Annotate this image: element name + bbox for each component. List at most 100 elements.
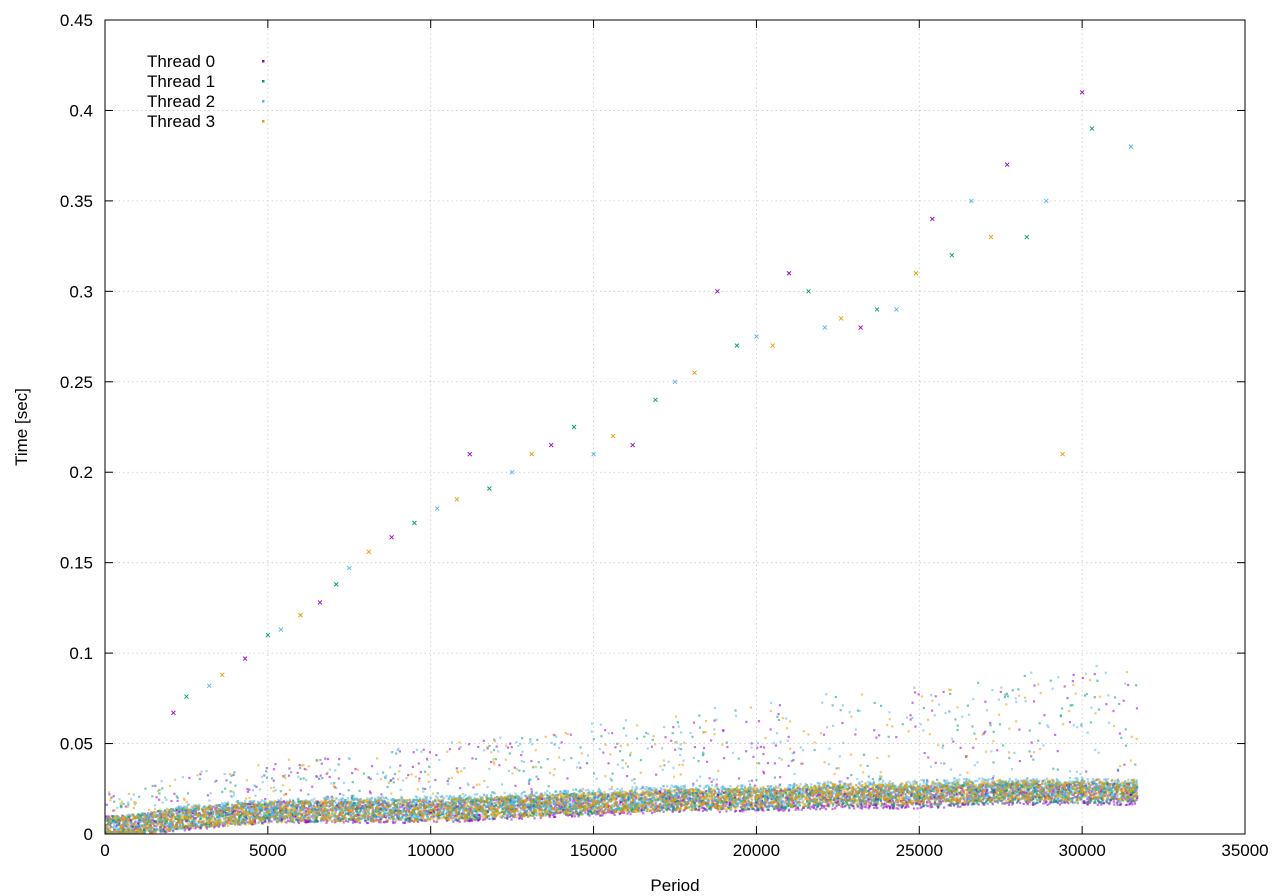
- data-point: [473, 804, 476, 807]
- data-point: [488, 744, 491, 748]
- data-point: [246, 821, 249, 824]
- data-point: [898, 788, 901, 791]
- data-point: [929, 806, 932, 809]
- data-point: [762, 809, 765, 812]
- data-point: [1124, 788, 1127, 791]
- data-point: [750, 802, 753, 805]
- data-point: [210, 811, 214, 814]
- data-point: [454, 819, 457, 822]
- data-point: [172, 809, 175, 812]
- data-point: [187, 819, 191, 823]
- data-point: [724, 801, 727, 804]
- data-point: [1100, 803, 1103, 806]
- data-point: [650, 745, 654, 748]
- data-point: [1118, 732, 1122, 735]
- data-point: [462, 803, 465, 807]
- data-point: [752, 755, 755, 758]
- data-point: [836, 800, 840, 803]
- data-point: [933, 794, 936, 797]
- data-point: [430, 815, 433, 818]
- data-point: [183, 826, 186, 829]
- data-point: [286, 819, 289, 822]
- data-point: [298, 806, 302, 809]
- data-point: [769, 728, 772, 731]
- data-point: [115, 825, 118, 828]
- data-point: [213, 825, 217, 828]
- data-point: [306, 820, 309, 823]
- data-point: [956, 724, 959, 727]
- data-point: [176, 814, 179, 818]
- data-point: [474, 798, 478, 801]
- data-point: [790, 759, 793, 763]
- data-point: [325, 821, 328, 824]
- data-point: [529, 778, 532, 781]
- data-point: [514, 813, 517, 816]
- data-point: [666, 808, 669, 811]
- data-point: [840, 805, 843, 808]
- data-point: [966, 704, 970, 707]
- data-point: [966, 798, 969, 802]
- data-point: [873, 701, 876, 705]
- data-point: [1105, 801, 1108, 804]
- data-point: [875, 736, 878, 739]
- data-point: [456, 818, 459, 821]
- data-point: [596, 795, 599, 799]
- data-point: [419, 817, 422, 820]
- data-point: [1035, 792, 1038, 795]
- data-point: [234, 784, 237, 787]
- data-point: [1072, 673, 1075, 676]
- data-point: [586, 807, 589, 810]
- data-point: [767, 805, 771, 809]
- data-point: [540, 792, 543, 795]
- data-point: [641, 806, 644, 810]
- data-point: [369, 806, 372, 809]
- data-point: [982, 732, 985, 735]
- data-point: [1118, 702, 1121, 706]
- data-point: [629, 792, 632, 796]
- data-point: [448, 748, 451, 751]
- data-point: [812, 800, 815, 803]
- data-point: [1057, 788, 1060, 792]
- data-point: [144, 817, 148, 820]
- data-point: [854, 733, 857, 736]
- data-point: [974, 788, 977, 792]
- data-point: [614, 746, 617, 749]
- data-point: [1003, 802, 1007, 805]
- data-point: [792, 802, 796, 805]
- data-point: [581, 813, 584, 816]
- data-point: [671, 809, 674, 812]
- data-point: [422, 809, 425, 813]
- data-point: [669, 796, 672, 799]
- data-point: [253, 820, 257, 823]
- data-point: [1071, 680, 1075, 683]
- data-point: [136, 823, 139, 827]
- data-point: [189, 826, 192, 830]
- data-point: [838, 780, 841, 783]
- data-point: [242, 820, 245, 824]
- data-point: [207, 816, 210, 820]
- data-point: [336, 803, 339, 806]
- data-point: [831, 807, 834, 810]
- data-point: [755, 778, 758, 782]
- data-point: [1088, 801, 1091, 805]
- data-point: [270, 820, 273, 823]
- data-point: [572, 798, 575, 801]
- data-point: [658, 809, 661, 813]
- data-point: [498, 764, 501, 767]
- data-point: [722, 756, 726, 760]
- data-point: [756, 746, 759, 749]
- data-point: [366, 821, 370, 825]
- data-point: [757, 720, 761, 723]
- data-point: [753, 784, 756, 787]
- data-point: [718, 788, 721, 792]
- data-point: [1048, 802, 1051, 805]
- data-point: [702, 747, 706, 750]
- data-point: [915, 801, 918, 805]
- data-point: [607, 793, 610, 796]
- data-point: [713, 789, 716, 793]
- data-point: [914, 786, 917, 789]
- data-point: [188, 776, 191, 780]
- data-point: [518, 816, 522, 820]
- data-point: [463, 802, 466, 805]
- data-point: [350, 814, 353, 817]
